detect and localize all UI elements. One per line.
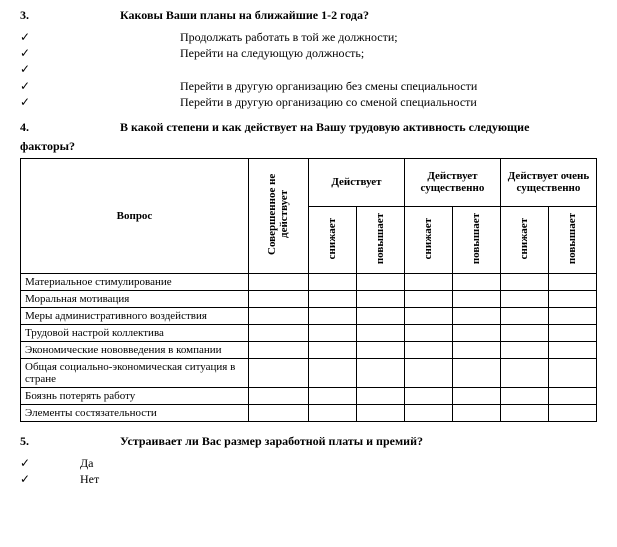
check-icon: ✓ xyxy=(20,471,40,487)
list-item: ✓ Да xyxy=(20,455,597,471)
header-significant: Действует существенно xyxy=(404,158,500,206)
question-3-text: Каковы Ваши планы на ближайшие 1-2 года? xyxy=(120,8,369,23)
list-item: ✓ Перейти на следующую должность; xyxy=(20,45,597,61)
option-text: Перейти на следующую должность; xyxy=(180,45,364,61)
question-5: 5. Устраивает ли Вас размер заработной п… xyxy=(20,434,597,449)
row-label: Моральная мотивация xyxy=(21,290,249,307)
row-label: Элементы состязательности xyxy=(21,404,249,421)
header-question: Вопрос xyxy=(21,158,249,273)
subheader-increases: повышает xyxy=(452,206,500,273)
table-row: Меры административного воздействия xyxy=(21,307,597,324)
table-row: Элементы состязательности xyxy=(21,404,597,421)
factors-table: Вопрос Совершенное не действует Действуе… xyxy=(20,158,597,422)
check-icon: ✓ xyxy=(20,94,40,110)
option-text: Нет xyxy=(80,471,99,487)
row-label: Боязнь потерять работу xyxy=(21,387,249,404)
header-none: Совершенное не действует xyxy=(248,158,308,273)
question-5-options: ✓ Да ✓ Нет xyxy=(20,455,597,487)
check-icon: ✓ xyxy=(20,455,40,471)
row-label: Меры административного воздействия xyxy=(21,307,249,324)
option-text: Да xyxy=(80,455,94,471)
option-text: Перейти в другую организацию без смены с… xyxy=(180,78,477,94)
list-item: ✓ xyxy=(20,61,597,77)
list-item: ✓ Перейти в другую организацию без смены… xyxy=(20,78,597,94)
question-4-number: 4. xyxy=(20,120,120,135)
question-4-text-line2: факторы? xyxy=(20,139,597,154)
row-label: Общая социально-экономическая ситуация в… xyxy=(21,358,249,387)
header-acts: Действует xyxy=(308,158,404,206)
list-item: ✓ Перейти в другую организацию со сменой… xyxy=(20,94,597,110)
question-3-number: 3. xyxy=(20,8,120,23)
question-5-number: 5. xyxy=(20,434,120,449)
subheader-increases: повышает xyxy=(548,206,596,273)
header-very-significant: Действует очень существенно xyxy=(500,158,596,206)
question-3: 3. Каковы Ваши планы на ближайшие 1-2 го… xyxy=(20,8,597,23)
table-row: Общая социально-экономическая ситуация в… xyxy=(21,358,597,387)
list-item: ✓ Продолжать работать в той же должности… xyxy=(20,29,597,45)
row-label: Трудовой настрой коллектива xyxy=(21,324,249,341)
subheader-decreases: снижает xyxy=(404,206,452,273)
option-text: Продолжать работать в той же должности; xyxy=(180,29,398,45)
subheader-decreases: снижает xyxy=(500,206,548,273)
question-5-text: Устраивает ли Вас размер заработной плат… xyxy=(120,434,423,449)
table-row: Материальное стимулирование xyxy=(21,273,597,290)
question-4-text-line1: В какой степени и как действует на Вашу … xyxy=(120,120,529,135)
check-icon: ✓ xyxy=(20,78,40,94)
row-label: Экономические нововведения в компании xyxy=(21,341,249,358)
check-icon: ✓ xyxy=(20,45,40,61)
option-text: Перейти в другую организацию со сменой с… xyxy=(180,94,477,110)
check-icon: ✓ xyxy=(20,29,40,45)
subheader-increases: повышает xyxy=(356,206,404,273)
table-row: Трудовой настрой коллектива xyxy=(21,324,597,341)
subheader-decreases: снижает xyxy=(308,206,356,273)
table-row: Экономические нововведения в компании xyxy=(21,341,597,358)
table-row: Моральная мотивация xyxy=(21,290,597,307)
question-3-options: ✓ Продолжать работать в той же должности… xyxy=(20,29,597,110)
list-item: ✓ Нет xyxy=(20,471,597,487)
row-label: Материальное стимулирование xyxy=(21,273,249,290)
question-4: 4. В какой степени и как действует на Ва… xyxy=(20,120,597,135)
check-icon: ✓ xyxy=(20,61,40,77)
table-row: Боязнь потерять работу xyxy=(21,387,597,404)
